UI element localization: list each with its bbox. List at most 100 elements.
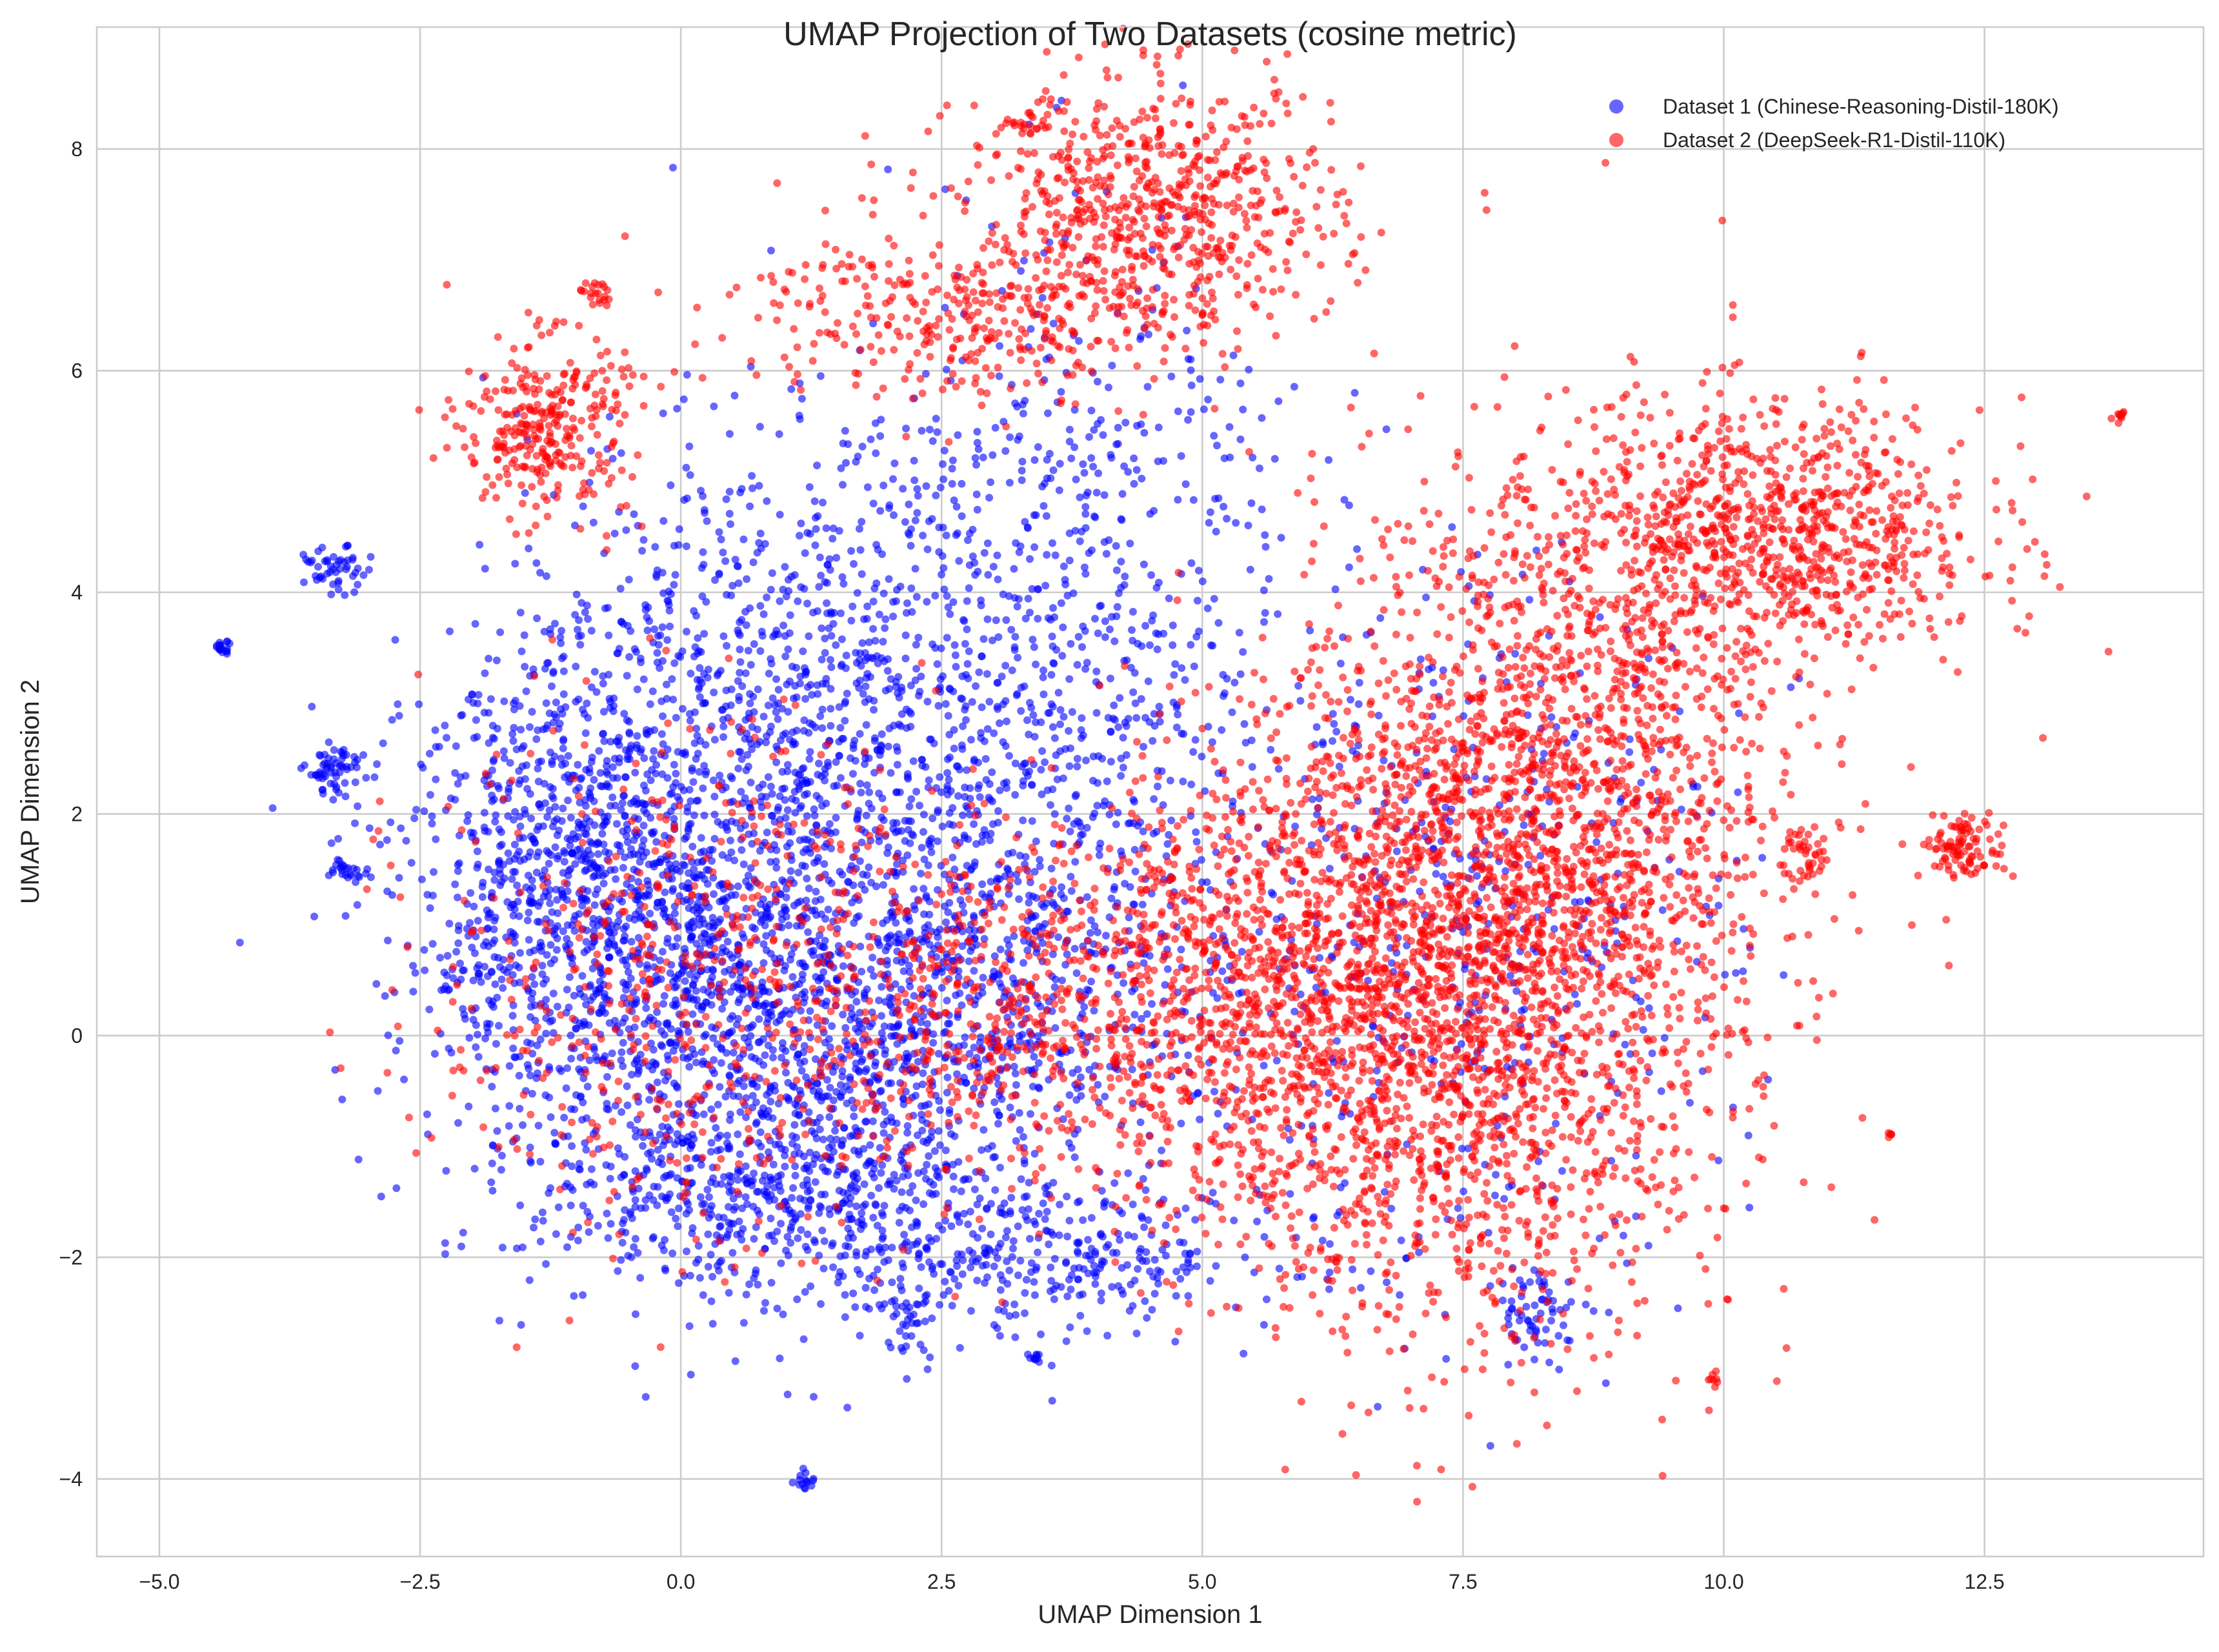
data-point — [551, 1140, 559, 1148]
data-point — [967, 1264, 975, 1272]
data-point — [474, 1031, 481, 1039]
data-point — [850, 1113, 858, 1120]
data-point — [1025, 730, 1033, 739]
data-point — [838, 734, 847, 743]
data-point — [472, 716, 480, 724]
data-point — [1083, 1327, 1091, 1335]
data-point — [879, 881, 887, 889]
data-point — [899, 485, 907, 493]
data-point — [571, 912, 579, 920]
data-point — [710, 689, 718, 696]
data-point — [1275, 1264, 1283, 1273]
data-point — [1260, 586, 1268, 594]
data-point — [768, 929, 776, 937]
data-point — [1298, 1273, 1307, 1281]
data-point — [1145, 952, 1154, 960]
data-point — [542, 975, 550, 983]
data-point — [825, 820, 834, 828]
data-point — [929, 1039, 938, 1047]
data-point — [497, 828, 505, 836]
data-point — [816, 372, 825, 380]
data-point — [876, 507, 885, 515]
data-point — [454, 939, 463, 947]
data-point — [801, 549, 809, 558]
data-point — [956, 765, 964, 774]
data-point — [947, 1222, 956, 1231]
data-point — [886, 1180, 894, 1188]
data-point — [1150, 1289, 1159, 1298]
data-point — [1335, 762, 1343, 771]
data-point — [599, 707, 608, 716]
data-point — [725, 487, 734, 496]
data-point — [978, 890, 987, 898]
data-point — [939, 475, 948, 483]
data-point — [911, 676, 919, 685]
data-point — [498, 1244, 507, 1252]
data-point — [906, 982, 914, 991]
data-point — [978, 831, 987, 840]
data-point — [1128, 1065, 1136, 1074]
data-point — [689, 917, 698, 925]
data-point — [754, 1280, 762, 1289]
data-point — [987, 478, 995, 487]
data-point — [594, 850, 603, 858]
data-point — [964, 674, 972, 683]
data-point — [1006, 433, 1014, 441]
data-point — [651, 543, 659, 551]
data-point — [632, 1310, 639, 1318]
data-point — [505, 1062, 514, 1070]
data-point — [550, 817, 558, 825]
data-point — [1106, 674, 1114, 683]
data-point — [901, 654, 910, 663]
data-point — [423, 1110, 431, 1118]
data-point — [584, 615, 592, 623]
data-point — [832, 828, 839, 836]
data-point — [1047, 801, 1054, 809]
data-point — [1196, 1115, 1204, 1123]
data-point — [656, 858, 665, 867]
data-point — [839, 962, 847, 971]
data-point — [883, 942, 892, 951]
data-point — [476, 541, 484, 549]
data-point — [670, 1079, 678, 1087]
data-point — [783, 1390, 792, 1398]
data-point — [821, 1167, 830, 1175]
data-point — [595, 988, 603, 996]
data-point — [967, 947, 975, 955]
data-point — [627, 938, 636, 946]
data-point — [523, 1038, 531, 1047]
data-point — [750, 640, 758, 648]
data-point — [827, 721, 835, 730]
data-point — [700, 630, 708, 638]
data-point — [673, 1130, 681, 1138]
data-point — [510, 1053, 519, 1062]
data-point — [800, 727, 808, 735]
data-point — [1108, 612, 1116, 621]
data-point — [913, 509, 921, 517]
data-point — [708, 1320, 717, 1328]
data-point — [622, 832, 630, 840]
data-point — [1056, 1200, 1064, 1209]
data-point — [659, 517, 668, 525]
data-point — [469, 1016, 477, 1024]
data-point — [1023, 1216, 1031, 1224]
data-point — [1041, 581, 1050, 590]
data-point — [1087, 978, 1096, 985]
data-point — [981, 1249, 990, 1257]
data-point — [685, 785, 694, 794]
data-point — [943, 769, 952, 777]
data-point — [642, 809, 650, 818]
data-point — [856, 942, 865, 951]
data-point — [1043, 550, 1051, 559]
data-point — [962, 716, 970, 724]
data-point — [889, 612, 898, 621]
data-point — [1240, 720, 1249, 728]
data-point — [1089, 776, 1097, 785]
data-point — [892, 956, 901, 965]
data-point — [641, 1393, 650, 1401]
data-point — [685, 821, 693, 829]
data-point — [958, 512, 966, 520]
data-point — [589, 920, 597, 928]
data-point — [1014, 878, 1022, 885]
data-point — [801, 1288, 809, 1296]
